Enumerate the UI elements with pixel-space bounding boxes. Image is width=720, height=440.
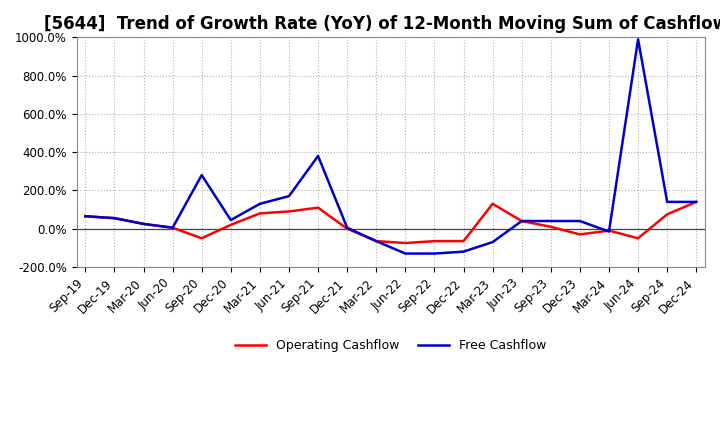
Title: [5644]  Trend of Growth Rate (YoY) of 12-Month Moving Sum of Cashflows: [5644] Trend of Growth Rate (YoY) of 12-… [44, 15, 720, 33]
Free Cashflow [459, 249, 468, 254]
Free Cashflow [488, 239, 497, 245]
Free Cashflow [634, 37, 642, 42]
Free Cashflow [575, 218, 584, 224]
Operating Cashflow [546, 224, 555, 229]
Operating Cashflow [605, 228, 613, 233]
Free Cashflow [343, 225, 351, 231]
Operating Cashflow [343, 226, 351, 231]
Line: Operating Cashflow: Operating Cashflow [86, 202, 696, 243]
Operating Cashflow [284, 209, 293, 214]
Free Cashflow [372, 238, 381, 244]
Operating Cashflow [139, 221, 148, 227]
Operating Cashflow [401, 240, 410, 246]
Operating Cashflow [430, 238, 438, 244]
Free Cashflow [81, 213, 90, 219]
Free Cashflow [663, 199, 672, 205]
Operating Cashflow [110, 216, 119, 221]
Free Cashflow [227, 217, 235, 223]
Operating Cashflow [372, 238, 381, 244]
Operating Cashflow [663, 212, 672, 217]
Free Cashflow [430, 251, 438, 256]
Operating Cashflow [488, 201, 497, 206]
Operating Cashflow [575, 232, 584, 237]
Free Cashflow [605, 229, 613, 234]
Operating Cashflow [459, 238, 468, 244]
Free Cashflow [139, 221, 148, 227]
Operating Cashflow [81, 213, 90, 219]
Operating Cashflow [634, 235, 642, 241]
Legend: Operating Cashflow, Free Cashflow: Operating Cashflow, Free Cashflow [230, 334, 552, 357]
Free Cashflow [546, 218, 555, 224]
Free Cashflow [110, 216, 119, 221]
Operating Cashflow [518, 218, 526, 224]
Operating Cashflow [692, 199, 701, 205]
Operating Cashflow [197, 235, 206, 241]
Free Cashflow [518, 218, 526, 224]
Free Cashflow [284, 194, 293, 199]
Operating Cashflow [227, 222, 235, 227]
Free Cashflow [168, 225, 177, 231]
Operating Cashflow [168, 225, 177, 231]
Free Cashflow [256, 201, 264, 206]
Operating Cashflow [256, 211, 264, 216]
Line: Free Cashflow: Free Cashflow [86, 39, 696, 253]
Free Cashflow [314, 153, 323, 158]
Free Cashflow [692, 199, 701, 205]
Free Cashflow [197, 172, 206, 178]
Operating Cashflow [314, 205, 323, 210]
Free Cashflow [401, 251, 410, 256]
